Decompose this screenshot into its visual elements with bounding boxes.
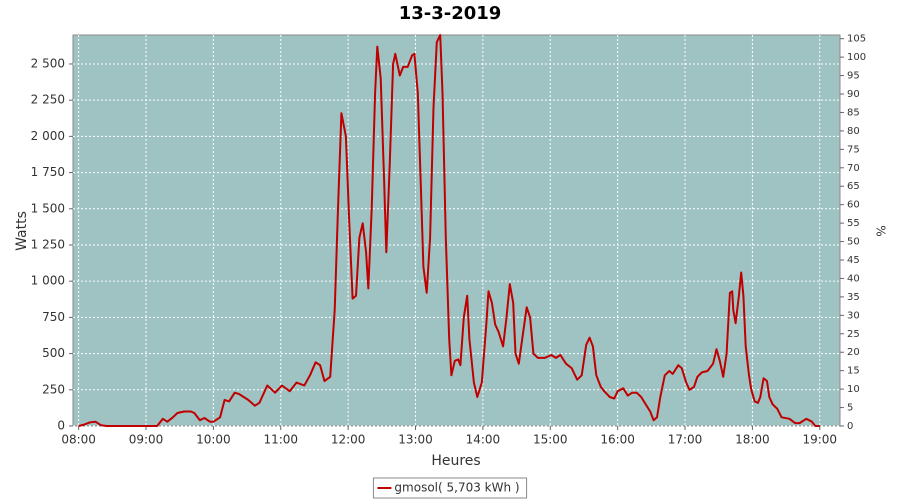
y-tick-label: 750 bbox=[42, 310, 65, 324]
x-axis-label: Heures bbox=[431, 453, 480, 469]
y2-tick-label: 45 bbox=[847, 255, 860, 266]
legend-label: gmosol( 5,703 kWh ) bbox=[394, 481, 519, 495]
x-tick-label: 09:00 bbox=[129, 433, 164, 447]
y-tick-label: 500 bbox=[42, 346, 65, 360]
y-tick-label: 1 750 bbox=[31, 165, 65, 179]
x-tick-label: 18:00 bbox=[735, 433, 770, 447]
y2-tick-label: 40 bbox=[847, 273, 860, 284]
x-tick-label: 17:00 bbox=[668, 433, 703, 447]
x-tick-label: 10:00 bbox=[196, 433, 231, 447]
y2-tick-label: 0 bbox=[847, 421, 853, 432]
series-line bbox=[78, 34, 820, 427]
y-tick-label: 1 250 bbox=[31, 237, 65, 251]
y2-tick-label: 35 bbox=[847, 292, 860, 303]
y2-axis-label: % bbox=[874, 225, 888, 236]
y2-tick-label: 85 bbox=[847, 107, 860, 118]
y2-tick-label: 75 bbox=[847, 144, 860, 155]
x-tick-label: 13:00 bbox=[398, 433, 433, 447]
y-tick-label: 1 500 bbox=[31, 201, 65, 215]
y2-tick-label: 105 bbox=[847, 34, 866, 45]
y-tick-label: 1 000 bbox=[31, 274, 65, 288]
y2-tick-label: 80 bbox=[847, 126, 860, 137]
y-axis-label: Watts bbox=[14, 211, 30, 251]
y-tick-label: 2 500 bbox=[31, 56, 65, 70]
y2-tick-label: 25 bbox=[847, 329, 860, 340]
y2-tick-label: 65 bbox=[847, 181, 860, 192]
x-tick-label: 16:00 bbox=[600, 433, 635, 447]
x-tick-label: 08:00 bbox=[61, 433, 96, 447]
y2-tick-label: 10 bbox=[847, 384, 860, 395]
y-tick-label: 2 250 bbox=[31, 93, 65, 107]
y2-tick-label: 100 bbox=[847, 52, 866, 63]
y2-tick-label: 15 bbox=[847, 366, 860, 377]
x-tick-label: 19:00 bbox=[802, 433, 837, 447]
y2-tick-label: 60 bbox=[847, 200, 860, 211]
y2-tick-label: 95 bbox=[847, 71, 860, 82]
y-tick-label: 2 000 bbox=[31, 129, 65, 143]
x-tick-label: 11:00 bbox=[263, 433, 298, 447]
y-tick-label: 0 bbox=[57, 419, 65, 433]
y2-tick-label: 30 bbox=[847, 310, 860, 321]
y2-tick-label: 90 bbox=[847, 89, 860, 100]
y2-tick-label: 5 bbox=[847, 403, 853, 414]
x-tick-label: 12:00 bbox=[331, 433, 366, 447]
y2-tick-label: 55 bbox=[847, 218, 860, 229]
x-tick-label: 14:00 bbox=[466, 433, 501, 447]
y2-tick-label: 50 bbox=[847, 237, 860, 248]
y2-tick-label: 20 bbox=[847, 347, 860, 358]
x-tick-label: 15:00 bbox=[533, 433, 568, 447]
chart-title: 13-3-2019 bbox=[399, 3, 502, 24]
y2-tick-label: 70 bbox=[847, 163, 860, 174]
legend-box bbox=[372, 477, 528, 499]
y-tick-label: 250 bbox=[42, 382, 65, 396]
